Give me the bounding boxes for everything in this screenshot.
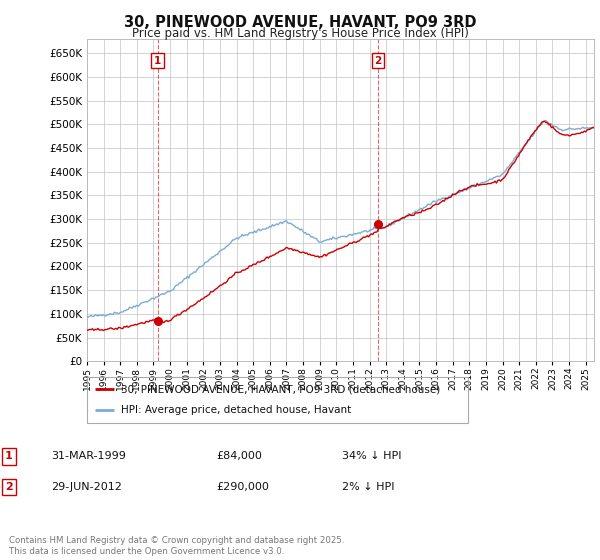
- Text: HPI: Average price, detached house, Havant: HPI: Average price, detached house, Hava…: [121, 405, 352, 416]
- Text: £290,000: £290,000: [216, 482, 269, 492]
- Text: 29-JUN-2012: 29-JUN-2012: [51, 482, 122, 492]
- Text: 30, PINEWOOD AVENUE, HAVANT, PO9 3RD: 30, PINEWOOD AVENUE, HAVANT, PO9 3RD: [124, 15, 476, 30]
- Text: 34% ↓ HPI: 34% ↓ HPI: [342, 451, 401, 461]
- Text: £84,000: £84,000: [216, 451, 262, 461]
- Text: Price paid vs. HM Land Registry's House Price Index (HPI): Price paid vs. HM Land Registry's House …: [131, 27, 469, 40]
- Text: Contains HM Land Registry data © Crown copyright and database right 2025.
This d: Contains HM Land Registry data © Crown c…: [9, 536, 344, 556]
- Text: 31-MAR-1999: 31-MAR-1999: [51, 451, 126, 461]
- Text: 1: 1: [154, 55, 161, 66]
- Text: 30, PINEWOOD AVENUE, HAVANT, PO9 3RD (detached house): 30, PINEWOOD AVENUE, HAVANT, PO9 3RD (de…: [121, 384, 440, 394]
- Text: 1: 1: [5, 451, 13, 461]
- Text: 2: 2: [5, 482, 13, 492]
- Text: 2% ↓ HPI: 2% ↓ HPI: [342, 482, 395, 492]
- Text: 2: 2: [374, 55, 382, 66]
